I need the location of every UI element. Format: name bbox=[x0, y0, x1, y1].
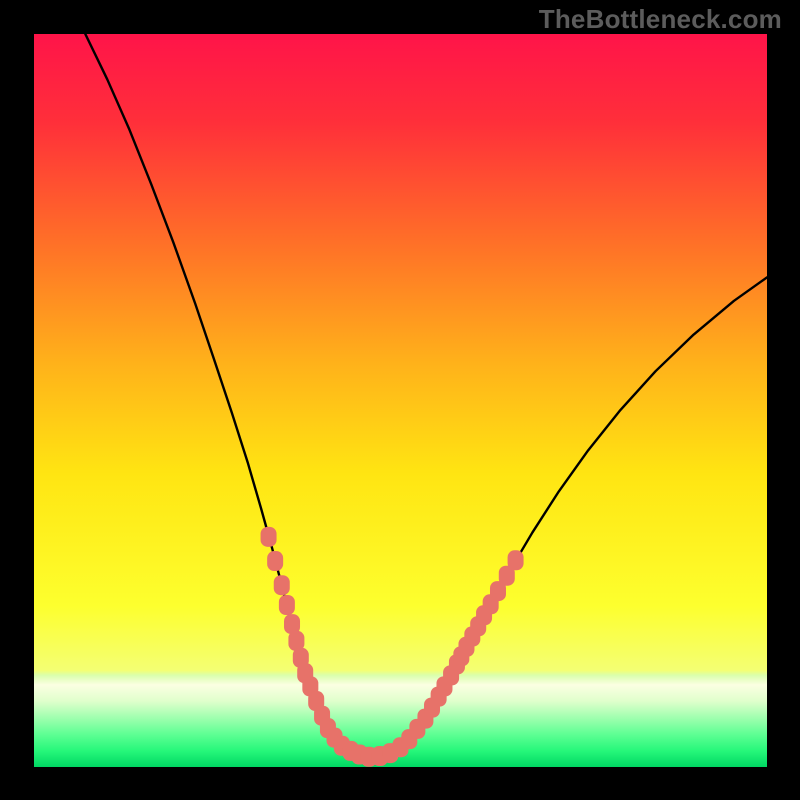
chart-frame: TheBottleneck.com bbox=[0, 0, 800, 800]
gradient-background bbox=[34, 34, 767, 767]
scatter-marker bbox=[267, 551, 283, 571]
scatter-marker bbox=[279, 595, 295, 615]
plot-svg bbox=[34, 34, 767, 767]
scatter-marker bbox=[261, 527, 277, 547]
scatter-marker bbox=[274, 575, 290, 595]
plot-area bbox=[34, 34, 767, 767]
watermark-text: TheBottleneck.com bbox=[539, 4, 782, 35]
scatter-marker bbox=[508, 550, 524, 570]
